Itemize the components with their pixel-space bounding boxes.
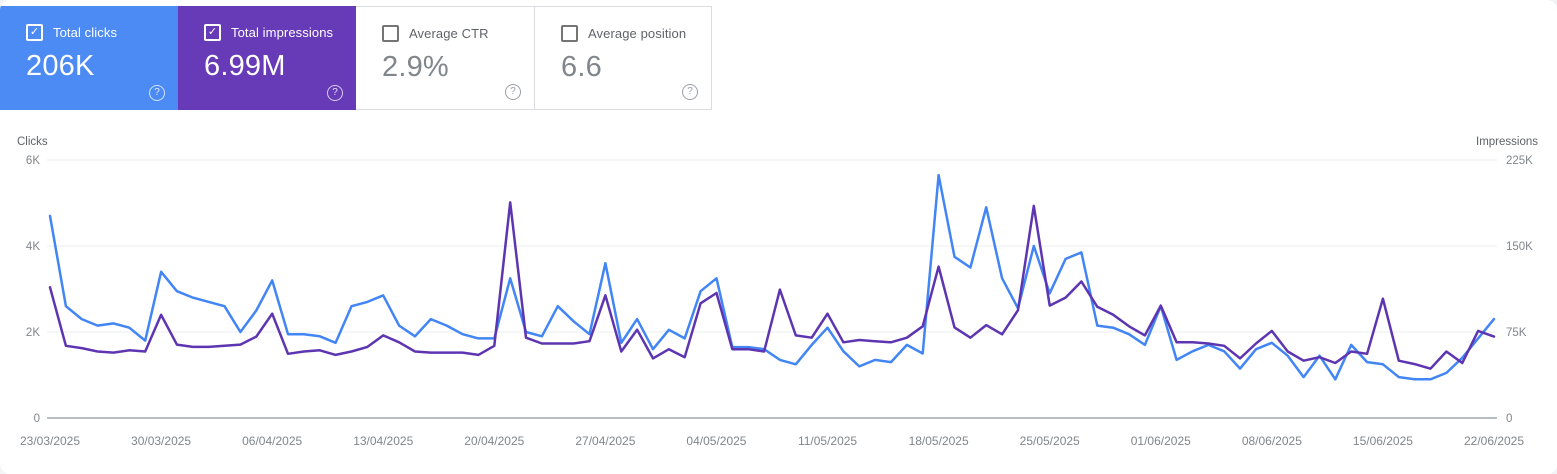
left-axis-tick: 6K (26, 155, 40, 167)
metric-card-total-impressions[interactable]: ✓ Total impressions 6.99M ? (178, 6, 356, 110)
x-axis-tick: 06/04/2025 (242, 434, 302, 448)
help-icon[interactable]: ? (505, 84, 521, 100)
left-axis-tick: 2K (26, 327, 40, 339)
card-label: Average CTR (409, 26, 489, 41)
checkbox-average-position[interactable] (561, 25, 578, 42)
impressions-line (48, 201, 1496, 370)
performance-chart: 0 0 2K 75K 4K 150K 6K 225K 23/03/2025 30/03/2025 0… (20, 155, 1533, 448)
help-icon[interactable]: ? (682, 84, 698, 100)
left-axis-tick: 4K (26, 241, 40, 253)
x-axis-tick: 18/05/2025 (909, 434, 969, 448)
clicks-line (48, 173, 1496, 381)
right-axis-tick: 150K (1506, 241, 1533, 253)
right-axis-tick: 0 (1506, 413, 1512, 425)
x-axis-tick: 22/06/2025 (1464, 434, 1524, 448)
right-axis-title: Impressions (1476, 136, 1538, 148)
x-axis-tick: 20/04/2025 (464, 434, 524, 448)
help-icon[interactable]: ? (327, 85, 343, 101)
metric-card-average-position[interactable]: Average position 6.6 ? (534, 6, 712, 110)
card-label: Total impressions (231, 25, 334, 40)
x-axis-tick: 25/05/2025 (1020, 434, 1080, 448)
checkbox-average-ctr[interactable] (382, 25, 399, 42)
x-axis-tick: 11/05/2025 (798, 434, 857, 448)
x-axis-tick: 13/04/2025 (353, 434, 413, 448)
x-axis-tick: 30/03/2025 (131, 434, 191, 448)
help-icon[interactable]: ? (149, 85, 165, 101)
average-position-value: 6.6 (561, 51, 602, 83)
x-axis-tick: 08/06/2025 (1242, 434, 1302, 448)
metric-card-average-ctr[interactable]: Average CTR 2.9% ? (356, 6, 534, 110)
total-impressions-value: 6.99M (204, 50, 286, 82)
card-label: Total clicks (53, 25, 118, 40)
left-axis-title: Clicks (17, 136, 48, 148)
left-axis-tick: 0 (34, 413, 40, 425)
x-axis-tick: 01/06/2025 (1131, 434, 1191, 448)
total-clicks-value: 206K (26, 50, 95, 82)
right-axis-tick: 75K (1506, 327, 1527, 339)
card-label: Average position (588, 26, 687, 41)
right-axis-tick: 225K (1506, 155, 1533, 167)
average-ctr-value: 2.9% (382, 51, 449, 83)
x-axis-tick: 27/04/2025 (575, 434, 635, 448)
checkbox-total-impressions[interactable]: ✓ (204, 24, 221, 41)
metric-card-total-clicks[interactable]: ✓ Total clicks 206K ? (0, 6, 178, 110)
x-axis-tick: 04/05/2025 (686, 434, 746, 448)
metric-cards-row: ✓ Total clicks 206K ? ✓ Total impression… (0, 6, 712, 110)
x-axis-tick: 23/03/2025 (20, 434, 80, 448)
x-axis-tick: 15/06/2025 (1353, 434, 1413, 448)
checkbox-total-clicks[interactable]: ✓ (26, 24, 43, 41)
